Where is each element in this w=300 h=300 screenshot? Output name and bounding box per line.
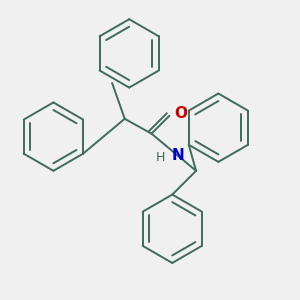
Text: H: H (156, 151, 165, 164)
Text: N: N (172, 148, 184, 164)
Text: O: O (175, 106, 188, 121)
